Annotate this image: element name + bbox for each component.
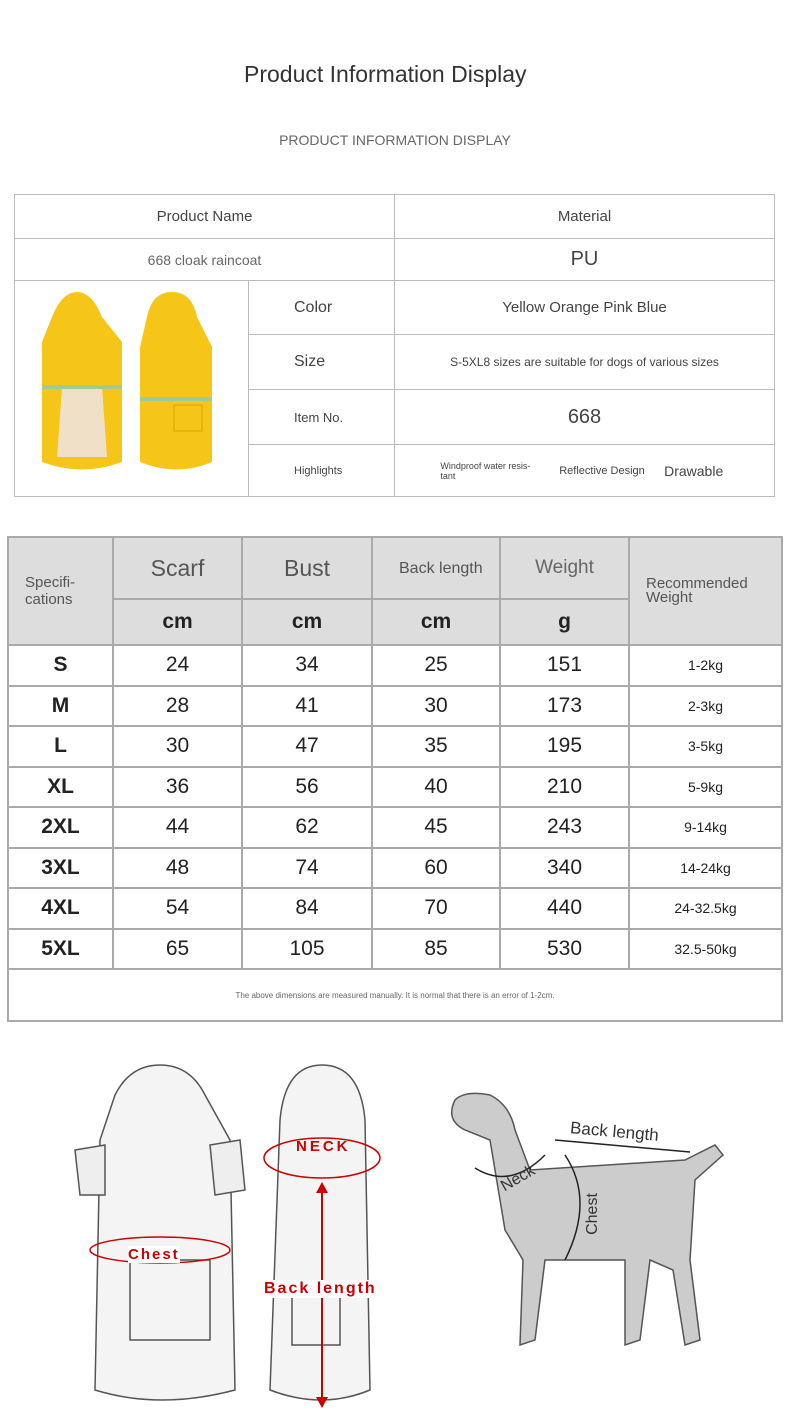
scarf-cell: 65 <box>112 927 243 970</box>
weight-cell: 173 <box>499 684 630 727</box>
recommended-weight-cell: 2-3kg <box>628 684 783 727</box>
size-cell: S <box>7 644 114 687</box>
page-subtitle: PRODUCT INFORMATION DISPLAY <box>279 132 511 148</box>
bust-cell: 56 <box>241 765 373 808</box>
scarf-unit: cm <box>112 598 243 646</box>
back-length-cell: 60 <box>371 846 501 889</box>
dog-chest-label: Chest <box>583 1193 601 1235</box>
page-title: Product Information Display <box>244 61 527 87</box>
weight-cell: 340 <box>499 846 630 889</box>
weight-cell: 195 <box>499 725 630 768</box>
bust-cell: 84 <box>241 887 373 930</box>
highlight-item: Reflective Design <box>559 464 645 477</box>
back-length-cell: 40 <box>371 765 501 808</box>
bust-header: Bust <box>241 536 373 600</box>
weight-cell: 530 <box>499 927 630 970</box>
back-length-header: Back length <box>371 536 501 600</box>
scarf-cell: 44 <box>112 806 243 849</box>
bust-cell: 105 <box>241 927 373 970</box>
bust-cell: 47 <box>241 725 373 768</box>
recommended-weight-cell: 3-5kg <box>628 725 783 768</box>
recommended-weight-cell: 9-14kg <box>628 806 783 849</box>
bust-cell: 62 <box>241 806 373 849</box>
product-info-table: Product Name Material 668 cloak raincoat P… <box>14 194 775 497</box>
scarf-header: Scarf <box>112 536 243 600</box>
bust-cell: 74 <box>241 846 373 889</box>
weight-cell: 210 <box>499 765 630 808</box>
weight-cell: 440 <box>499 887 630 930</box>
back-length-cell: 35 <box>371 725 501 768</box>
size-cell: 2XL <box>7 806 114 849</box>
scarf-cell: 30 <box>112 725 243 768</box>
size-row: 4XL 54 84 70 440 24-32.5kg <box>7 887 783 930</box>
bust-cell: 41 <box>241 684 373 727</box>
size-cell: 4XL <box>7 887 114 930</box>
scarf-cell: 48 <box>112 846 243 889</box>
back-length-cell: 45 <box>371 806 501 849</box>
recommended-weight-cell: 1-2kg <box>628 644 783 687</box>
coat-back-length-label: Back length <box>264 1280 377 1298</box>
spec-header: Specifi-cations <box>7 536 114 646</box>
size-row: S 24 34 25 151 1-2kg <box>7 644 783 687</box>
color-value: Yellow Orange Pink Blue <box>394 280 775 335</box>
back-unit: cm <box>371 598 501 646</box>
measurement-note: The above dimensions are measured manual… <box>7 968 783 1022</box>
highlight-item: Drawable <box>664 462 724 479</box>
product-name-label: Product Name <box>14 194 395 239</box>
scarf-cell: 24 <box>112 644 243 687</box>
recommended-weight-cell: 14-24kg <box>628 846 783 889</box>
recommended-weight-cell: 32.5-50kg <box>628 927 783 970</box>
size-cell: XL <box>7 765 114 808</box>
scarf-cell: 36 <box>112 765 243 808</box>
size-label: Size <box>248 334 395 390</box>
raincoat-measure-diagram <box>74 1064 381 1408</box>
weight-unit: g <box>499 598 630 646</box>
color-label: Color <box>248 280 395 335</box>
bust-unit: cm <box>241 598 373 646</box>
dog-measure-diagram <box>450 1092 725 1347</box>
back-length-cell: 85 <box>371 927 501 970</box>
size-cell: 3XL <box>7 846 114 889</box>
product-name-value: 668 cloak raincoat <box>14 238 395 281</box>
back-length-cell: 70 <box>371 887 501 930</box>
item-no-label: Item No. <box>248 389 395 445</box>
weight-header: Weight <box>499 536 630 600</box>
product-image <box>14 280 249 497</box>
scarf-cell: 28 <box>112 684 243 727</box>
bust-cell: 34 <box>241 644 373 687</box>
size-cell: M <box>7 684 114 727</box>
material-label: Material <box>394 194 775 239</box>
weight-cell: 243 <box>499 806 630 849</box>
weight-cell: 151 <box>499 644 630 687</box>
size-row: M 28 41 30 173 2-3kg <box>7 684 783 727</box>
size-row: 2XL 44 62 45 243 9-14kg <box>7 806 783 849</box>
size-cell: L <box>7 725 114 768</box>
recommended-weight-cell: 5-9kg <box>628 765 783 808</box>
back-length-cell: 30 <box>371 684 501 727</box>
recommended-weight-header: Recommended Weight <box>628 536 783 646</box>
highlight-item: Windproof water resis-tant <box>440 460 531 481</box>
size-cell: 5XL <box>7 927 114 970</box>
size-row: 5XL 65 105 85 530 32.5-50kg <box>7 927 783 970</box>
item-no-value: 668 <box>394 389 775 445</box>
size-row: XL 36 56 40 210 5-9kg <box>7 765 783 808</box>
material-value: PU <box>394 238 775 281</box>
coat-neck-label: NECK <box>296 1138 351 1155</box>
back-length-cell: 25 <box>371 644 501 687</box>
size-value: S-5XL8 sizes are suitable for dogs of va… <box>394 334 775 390</box>
size-row: L 30 47 35 195 3-5kg <box>7 725 783 768</box>
size-table: Specifi-cations Scarf Bust Back length W… <box>7 536 783 1022</box>
scarf-cell: 54 <box>112 887 243 930</box>
coat-chest-label: Chest <box>128 1246 180 1263</box>
highlights-label: Highlights <box>248 444 395 497</box>
recommended-weight-cell: 24-32.5kg <box>628 887 783 930</box>
highlights-value: Windproof water resis-tant Reflective De… <box>394 444 775 497</box>
size-row: 3XL 48 74 60 340 14-24kg <box>7 846 783 889</box>
